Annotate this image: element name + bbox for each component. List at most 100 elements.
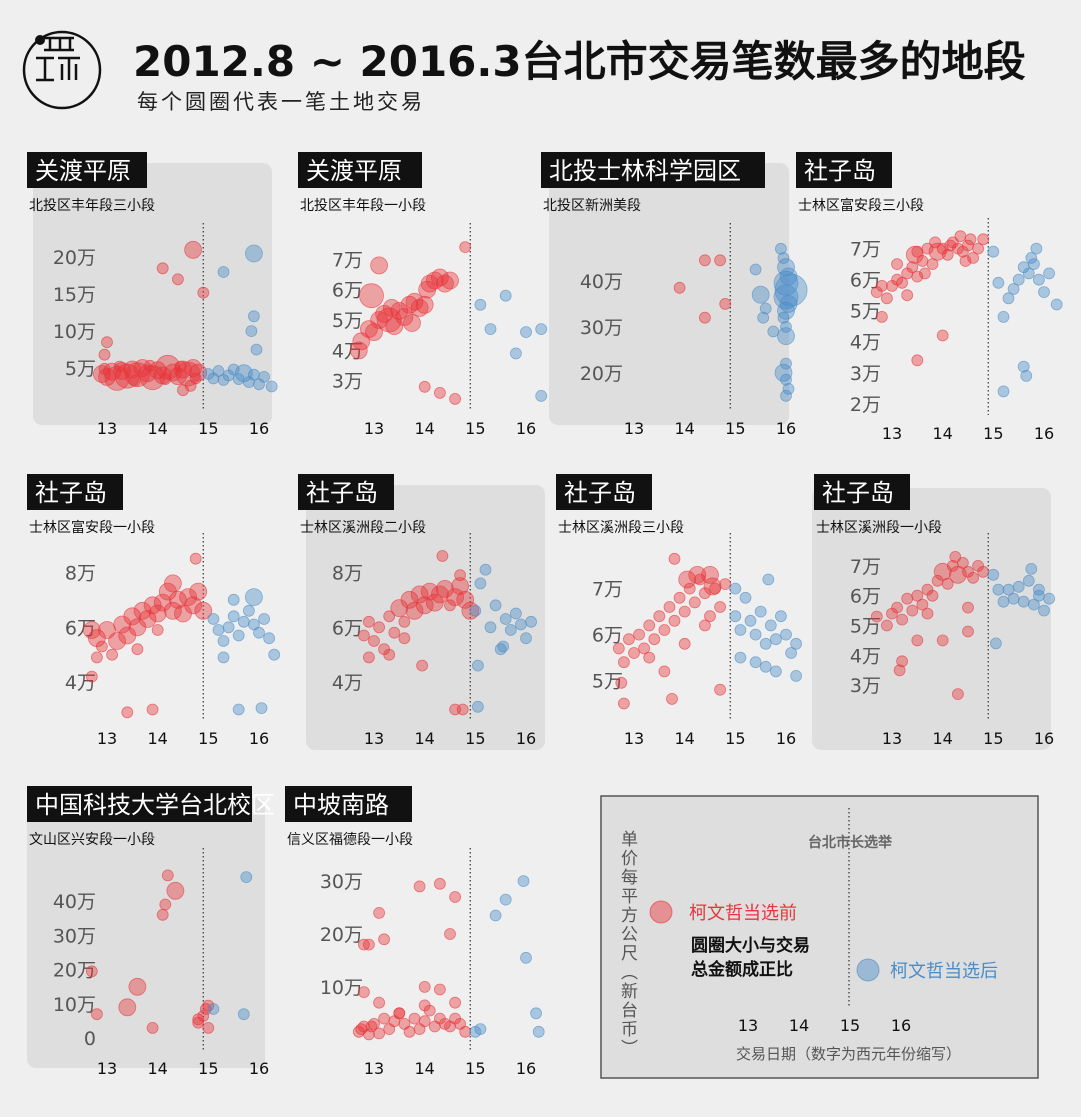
data-point-after (744, 614, 757, 627)
data-point-before (441, 271, 459, 290)
panel-subtitle: 士林区溪洲段二小段 (300, 520, 426, 536)
data-point-before (896, 655, 908, 668)
data-point-before (418, 1015, 431, 1028)
panel-subtitle: 北投区丰年段一小段 (300, 198, 426, 214)
data-point-before (615, 676, 628, 689)
data-point-before (85, 670, 98, 683)
panel-title: 社子岛 (35, 479, 107, 507)
y-tick-label: 15万 (53, 284, 96, 306)
data-point-before (446, 588, 465, 606)
y-tick-label: 20万 (320, 924, 363, 946)
data-point-after (263, 632, 276, 645)
data-point-after (212, 624, 225, 636)
y-tick-label: 8万 (332, 562, 363, 584)
panel-title: 中坡南路 (293, 791, 389, 819)
data-point-before (121, 706, 134, 719)
data-point-before (891, 601, 903, 614)
data-point-before (91, 1008, 103, 1021)
data-point-before (911, 270, 924, 283)
data-point-before (658, 665, 671, 678)
data-point-before (456, 590, 475, 609)
data-point-after (484, 621, 497, 634)
data-point-before (638, 642, 650, 655)
x-tick-label: 13 (882, 729, 902, 748)
data-point-before (108, 632, 126, 650)
data-point-before (410, 298, 429, 317)
data-point-after (240, 871, 253, 883)
x-tick-label: 16 (776, 729, 796, 748)
x-tick-label: 15 (465, 1059, 485, 1078)
data-point-after (1002, 292, 1015, 305)
data-point-after (1020, 369, 1033, 382)
panel-subtitle: 士林区富安段一小段 (29, 519, 155, 536)
data-point-before (138, 610, 157, 628)
data-point-before (106, 648, 118, 661)
data-point-before (714, 254, 726, 267)
data-point-after (770, 633, 782, 646)
y-tick-label: 6万 (592, 625, 623, 647)
data-point-before (451, 577, 470, 595)
data-point-after (785, 647, 797, 659)
data-point-before (192, 1013, 205, 1026)
y-tick-label: 0 (84, 1028, 96, 1050)
data-point-before (418, 981, 431, 993)
data-point-before (416, 659, 429, 672)
data-point-before (184, 379, 197, 392)
data-point-after (775, 610, 787, 623)
y-tick-label: 7万 (850, 239, 881, 261)
data-point-after (207, 613, 220, 625)
data-point-before (189, 582, 208, 601)
data-point-after (520, 326, 532, 339)
panel-title-bg (796, 152, 892, 188)
data-point-before (131, 643, 144, 656)
data-point-after (992, 583, 1005, 596)
y-tick-label: 6万 (332, 280, 363, 302)
data-point-before (138, 364, 157, 383)
data-point-before (870, 610, 883, 623)
data-point-after (265, 380, 278, 393)
panel-title-bg (27, 474, 123, 510)
y-tick-label: 6万 (332, 617, 363, 639)
data-point-before (373, 996, 386, 1009)
data-point-before (454, 569, 467, 582)
data-point-after (1050, 298, 1063, 311)
x-tick-label: 16 (1034, 424, 1054, 443)
data-point-before (156, 908, 169, 921)
data-point-before (362, 938, 375, 951)
data-point-before (133, 359, 152, 377)
data-point-after (751, 285, 770, 304)
data-point-before (362, 615, 375, 628)
data-point-after (1017, 595, 1030, 608)
data-point-after (774, 363, 793, 382)
data-point-before (678, 605, 691, 618)
data-point-before (91, 651, 103, 664)
panel-title-bg (556, 474, 652, 510)
data-point-before (123, 607, 142, 626)
data-point-after (217, 266, 230, 278)
x-tick-label: 14 (147, 419, 167, 438)
data-point-after (1025, 563, 1038, 575)
y-tick-label: 4万 (850, 645, 881, 667)
data-point-before (673, 591, 686, 604)
data-point-after (777, 301, 795, 320)
legend-frame (600, 795, 1039, 1079)
y-tick-label: 5万 (592, 671, 623, 693)
y-tick-label: 7万 (592, 579, 623, 601)
data-point-before (146, 1022, 159, 1034)
y-tick-label: 20万 (580, 363, 623, 385)
data-point-after (520, 632, 532, 645)
data-point-before (941, 577, 954, 590)
data-point-before (128, 374, 141, 387)
data-point-after (489, 599, 502, 612)
data-point-after (1043, 592, 1055, 605)
data-point-before (156, 262, 169, 275)
panel-subtitle: 士林区溪洲段三小段 (558, 520, 684, 536)
x-tick-label: 14 (147, 1059, 167, 1078)
data-point-before (926, 589, 939, 602)
logo-mark (36, 36, 80, 82)
legend-ylabel: 单价每平方公尺（新台币） (617, 830, 638, 1058)
data-point-after (987, 568, 1000, 581)
data-point-before (189, 363, 208, 382)
